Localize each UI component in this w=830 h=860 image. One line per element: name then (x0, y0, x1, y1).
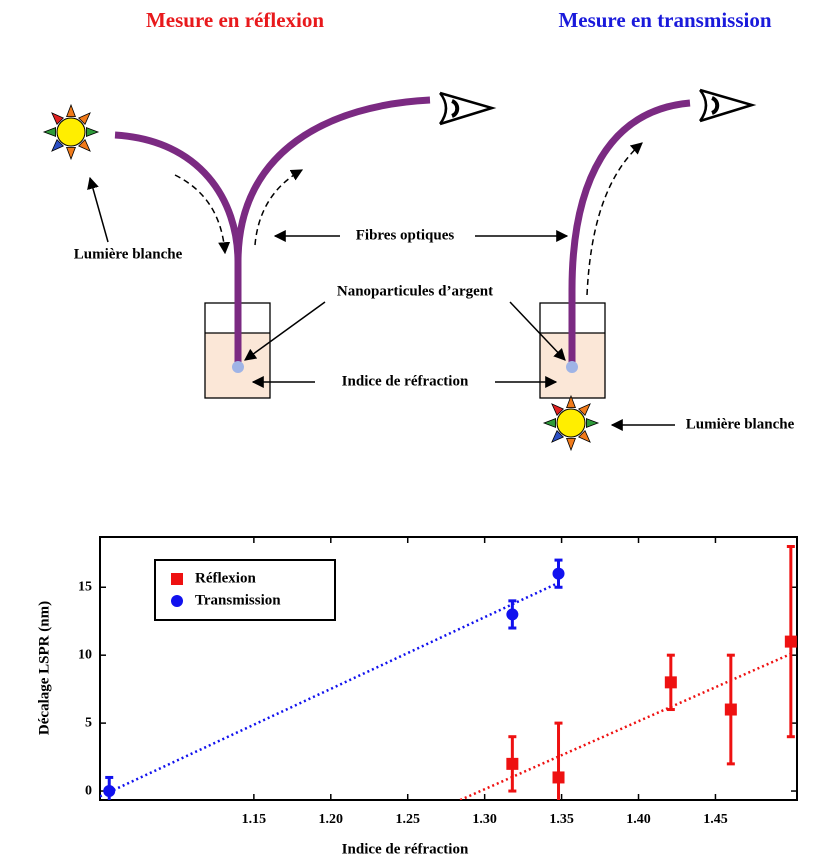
x-tick-label: 1.20 (319, 812, 344, 827)
x-tick-label: 1.45 (703, 812, 728, 827)
marker (664, 676, 677, 689)
plot-area (100, 545, 797, 800)
fiber (568, 99, 691, 364)
pointer (244, 301, 326, 361)
y-tick-label: 5 (85, 715, 92, 730)
fiber (234, 96, 431, 263)
sun-ray (78, 139, 91, 152)
x-tick-label: 1.15 (242, 812, 267, 827)
sun-ray (42, 127, 56, 137)
title-transmission: Mesure en transmission (558, 8, 771, 32)
nanoparticle (232, 361, 244, 373)
label: Lumière blanche (74, 246, 183, 262)
sun-ray (551, 403, 564, 416)
sun-ray (566, 438, 576, 452)
diagram: Mesure en réflexion Mesure en transmissi… (42, 8, 795, 452)
legend-box (154, 559, 336, 621)
label: Lumière blanche (686, 416, 795, 432)
y-tick-label: 0 (85, 783, 92, 798)
sun-ray (51, 139, 64, 152)
sun-ray (78, 112, 91, 125)
sun-disc (556, 408, 586, 438)
legend-marker (171, 595, 183, 607)
eye (698, 88, 757, 123)
sun-ray (551, 430, 564, 443)
label: Nanoparticules d’argent (337, 283, 493, 299)
trend-line (100, 581, 560, 798)
light-path (254, 169, 304, 246)
chart: Indice de réfraction Décalage LSPR (nm) … (36, 536, 798, 857)
sun-ray (86, 127, 100, 137)
marker (103, 785, 116, 798)
light-path (586, 142, 643, 296)
marker (724, 703, 737, 716)
sun (42, 103, 100, 161)
x-tick-label: 1.30 (472, 812, 497, 827)
sun-ray (566, 394, 576, 408)
sun-ray (578, 403, 591, 416)
legend-label: Réflexion (195, 570, 256, 586)
legend-label: Transmission (195, 592, 281, 608)
sun-disc (56, 117, 86, 147)
y-tick-label: 15 (78, 579, 92, 594)
label: Fibres optiques (356, 227, 455, 243)
light-path (174, 174, 231, 255)
sun (542, 394, 600, 452)
pointer (87, 176, 109, 243)
sun-ray (66, 103, 76, 117)
sun-ray (578, 430, 591, 443)
legend-marker (171, 573, 183, 585)
trend-line (459, 652, 792, 800)
marker (552, 567, 565, 580)
sun-ray (542, 418, 556, 428)
x-tick-label: 1.40 (626, 812, 651, 827)
label: Indice de réfraction (342, 373, 469, 389)
marker (552, 771, 565, 784)
marker (506, 608, 519, 621)
sun-ray (51, 112, 64, 125)
x-tick-label: 1.35 (549, 812, 574, 827)
x-axis-label: Indice de réfraction (342, 841, 469, 857)
marker (784, 635, 797, 648)
sun-ray (586, 418, 600, 428)
sun-ray (66, 147, 76, 161)
marker (506, 757, 519, 770)
y-tick-label: 10 (78, 647, 92, 662)
y-axis-label: Décalage LSPR (nm) (36, 601, 52, 735)
pointer (509, 301, 566, 361)
title-reflection: Mesure en réflexion (146, 8, 324, 32)
eye (438, 91, 497, 126)
nanoparticle (566, 361, 578, 373)
plot-frame (99, 536, 798, 801)
x-tick-label: 1.25 (395, 812, 420, 827)
